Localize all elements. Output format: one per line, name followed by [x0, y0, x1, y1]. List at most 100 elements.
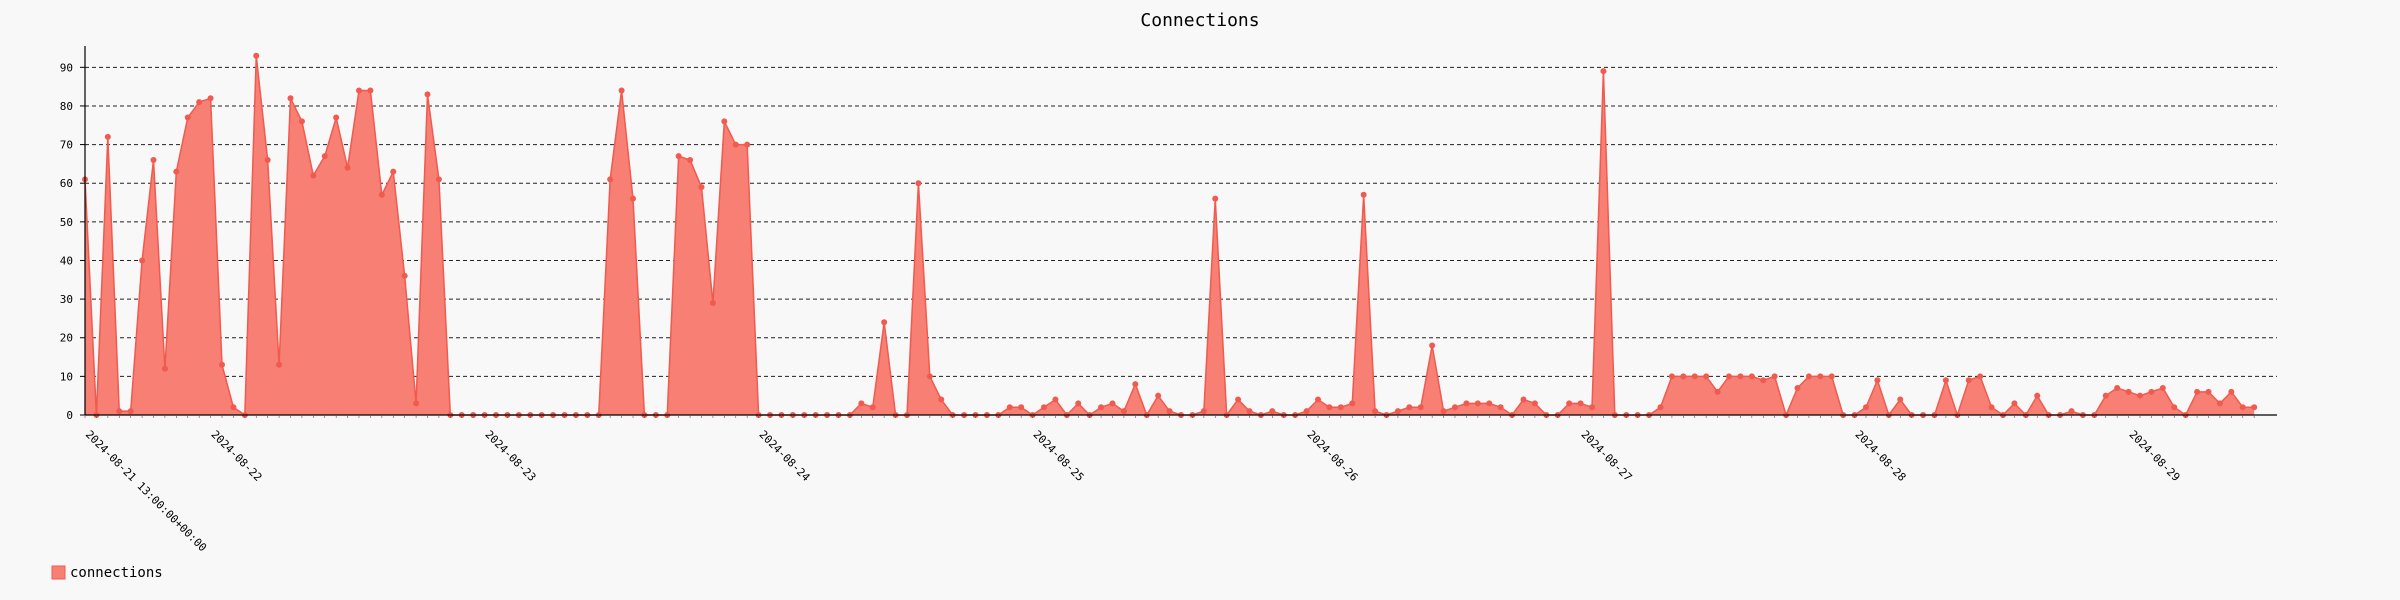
data-point[interactable] — [401, 272, 408, 279]
data-point[interactable] — [356, 87, 362, 94]
data-point[interactable] — [1794, 384, 1801, 391]
data-point[interactable] — [207, 95, 214, 102]
data-point[interactable] — [1760, 377, 1767, 384]
data-point[interactable] — [1417, 404, 1424, 411]
data-point[interactable] — [607, 176, 614, 183]
data-point[interactable] — [116, 408, 123, 415]
data-point[interactable] — [1714, 388, 1721, 395]
data-point[interactable] — [1109, 400, 1116, 407]
data-point[interactable] — [1429, 342, 1436, 349]
data-point[interactable] — [2228, 388, 2235, 395]
data-point[interactable] — [721, 118, 728, 125]
data-point[interactable] — [1531, 400, 1538, 407]
data-point[interactable] — [173, 168, 180, 175]
data-point[interactable] — [2194, 388, 2201, 395]
data-point[interactable] — [150, 157, 157, 164]
data-point[interactable] — [1326, 404, 1333, 411]
data-point[interactable] — [618, 87, 625, 94]
data-point[interactable] — [2148, 388, 2155, 395]
data-point[interactable] — [1566, 400, 1573, 407]
data-point[interactable] — [139, 257, 146, 264]
data-point[interactable] — [687, 157, 694, 164]
data-point[interactable] — [1337, 404, 1344, 411]
data-point[interactable] — [1132, 381, 1139, 388]
data-point[interactable] — [630, 195, 636, 202]
data-point[interactable] — [1828, 373, 1835, 380]
data-point[interactable] — [127, 408, 134, 415]
data-point[interactable] — [1703, 373, 1710, 380]
data-point[interactable] — [230, 404, 237, 411]
data-point[interactable] — [333, 114, 340, 121]
data-point[interactable] — [2171, 404, 2178, 411]
data-point[interactable] — [161, 365, 168, 372]
data-point[interactable] — [1463, 400, 1470, 407]
data-point[interactable] — [744, 141, 751, 148]
data-point[interactable] — [698, 184, 705, 191]
data-point[interactable] — [1212, 195, 1219, 202]
data-point[interactable] — [1075, 400, 1082, 407]
data-point[interactable] — [1589, 404, 1595, 411]
data-point[interactable] — [196, 99, 203, 106]
data-point[interactable] — [1372, 408, 1379, 415]
data-point[interactable] — [1817, 373, 1824, 380]
data-point[interactable] — [1805, 373, 1812, 380]
data-point[interactable] — [1977, 373, 1984, 380]
data-point[interactable] — [1965, 377, 1972, 384]
data-point[interactable] — [1200, 408, 1207, 415]
data-point[interactable] — [858, 400, 865, 407]
data-point[interactable] — [1486, 400, 1493, 407]
data-point[interactable] — [1863, 404, 1869, 411]
data-point[interactable] — [413, 400, 420, 407]
data-point[interactable] — [1018, 404, 1025, 411]
data-point[interactable] — [1771, 373, 1778, 380]
data-point[interactable] — [2205, 388, 2212, 395]
data-point[interactable] — [219, 361, 225, 368]
data-point[interactable] — [1942, 377, 1949, 384]
data-point[interactable] — [1657, 404, 1664, 411]
data-point[interactable] — [287, 95, 294, 102]
data-point[interactable] — [2068, 408, 2075, 415]
data-point[interactable] — [869, 404, 876, 411]
data-point[interactable] — [1748, 373, 1755, 380]
data-point[interactable] — [1726, 373, 1732, 380]
data-point[interactable] — [1497, 404, 1504, 411]
data-point[interactable] — [1360, 191, 1367, 198]
data-point[interactable] — [675, 153, 682, 160]
data-point[interactable] — [1737, 373, 1744, 380]
data-point[interactable] — [1874, 377, 1881, 384]
data-point[interactable] — [1052, 396, 1059, 403]
data-point[interactable] — [732, 141, 739, 148]
data-point[interactable] — [1315, 396, 1321, 403]
data-point[interactable] — [1349, 400, 1356, 407]
data-point[interactable] — [1691, 373, 1698, 380]
data-point[interactable] — [298, 118, 305, 125]
data-point[interactable] — [1269, 408, 1276, 415]
data-point[interactable] — [390, 168, 397, 175]
data-point[interactable] — [1897, 396, 1904, 403]
data-point[interactable] — [1668, 373, 1675, 380]
data-point[interactable] — [915, 180, 922, 187]
data-point[interactable] — [2216, 400, 2223, 407]
data-point[interactable] — [2102, 392, 2109, 399]
data-point[interactable] — [2239, 404, 2246, 411]
data-point[interactable] — [2251, 404, 2258, 411]
legend[interactable]: connections — [51, 565, 163, 581]
data-point[interactable] — [2011, 400, 2018, 407]
data-point[interactable] — [344, 164, 351, 171]
data-point[interactable] — [926, 373, 933, 380]
data-point[interactable] — [2114, 384, 2121, 391]
data-point[interactable] — [367, 87, 374, 94]
data-point[interactable] — [276, 361, 283, 368]
data-point[interactable] — [2034, 392, 2041, 399]
data-point[interactable] — [938, 396, 945, 403]
data-point[interactable] — [1440, 408, 1447, 415]
data-point[interactable] — [1006, 404, 1013, 411]
data-point[interactable] — [1394, 408, 1401, 415]
data-point[interactable] — [709, 299, 716, 306]
data-point[interactable] — [1098, 404, 1105, 411]
data-point[interactable] — [435, 176, 442, 183]
data-point[interactable] — [1120, 408, 1127, 415]
data-point[interactable] — [264, 157, 271, 164]
data-point[interactable] — [253, 52, 260, 59]
data-point[interactable] — [1166, 408, 1173, 415]
